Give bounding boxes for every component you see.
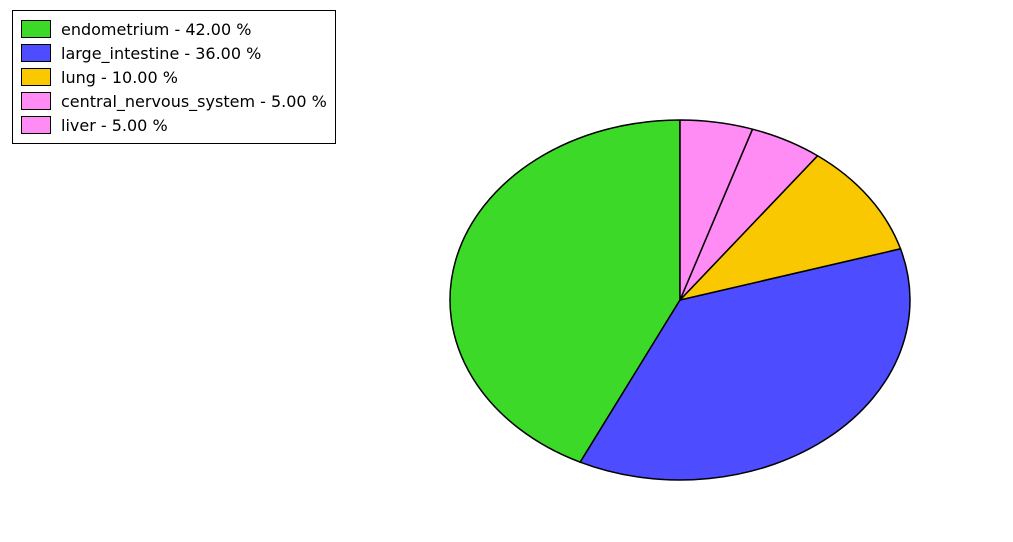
pie-chart <box>0 0 1013 542</box>
